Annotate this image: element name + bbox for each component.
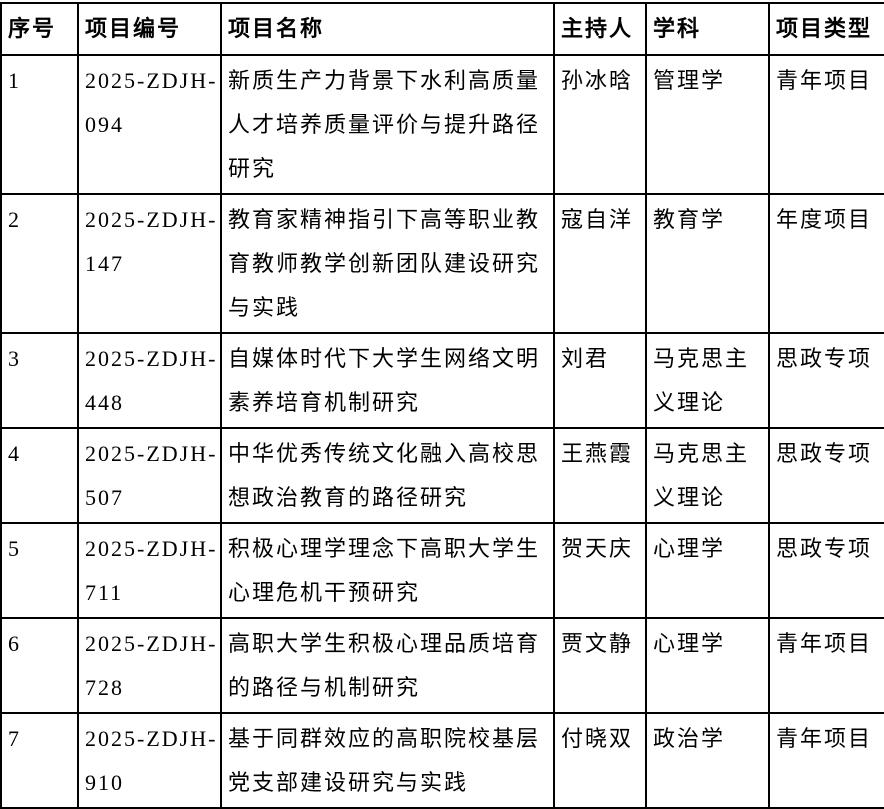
code-line: 2025-ZDJH- — [85, 207, 218, 232]
code-line: 711 — [85, 580, 124, 605]
table-row: 7 2025-ZDJH- 910 基于同群效应的高职院校基层党支部建设研究与实践 … — [0, 712, 884, 809]
cell-code: 2025-ZDJH- 711 — [77, 522, 222, 619]
code-line: 2025-ZDJH- — [85, 441, 218, 466]
column-header-type: 项目类型 — [768, 2, 884, 56]
cell-discipline: 心理学 — [645, 617, 770, 714]
cell-leader: 寇自洋 — [553, 193, 647, 334]
cell-title: 教育家精神指引下高等职业教育教师教学创新团队建设研究与实践 — [220, 193, 555, 334]
cell-code: 2025-ZDJH- 448 — [77, 332, 222, 429]
cell-leader: 贺天庆 — [553, 522, 647, 619]
code-line: 910 — [85, 770, 124, 795]
table-body: 1 2025-ZDJH- 094 新质生产力背景下水利高质量人才培养质量评价与提升… — [0, 54, 884, 809]
cell-type: 青年项目 — [768, 54, 884, 195]
cell-no: 6 — [0, 617, 79, 714]
cell-leader: 贾文静 — [553, 617, 647, 714]
column-header-code: 项目编号 — [77, 2, 222, 56]
cell-leader: 王燕霞 — [553, 427, 647, 524]
cell-no: 1 — [0, 54, 79, 195]
code-line: 448 — [85, 390, 124, 415]
cell-no: 3 — [0, 332, 79, 429]
cell-discipline: 心理学 — [645, 522, 770, 619]
code-line: 2025-ZDJH- — [85, 631, 218, 656]
column-header-leader: 主持人 — [553, 2, 647, 56]
code-line: 2025-ZDJH- — [85, 726, 218, 751]
code-line: 728 — [85, 675, 124, 700]
cell-no: 2 — [0, 193, 79, 334]
table-row: 3 2025-ZDJH- 448 自媒体时代下大学生网络文明素养培育机制研究 刘君… — [0, 332, 884, 429]
cell-title: 新质生产力背景下水利高质量人才培养质量评价与提升路径研究 — [220, 54, 555, 195]
table-row: 5 2025-ZDJH- 711 积极心理学理念下高职大学生心理危机干预研究 贺天… — [0, 522, 884, 619]
cell-code: 2025-ZDJH- 910 — [77, 712, 222, 809]
cell-title: 高职大学生积极心理品质培育的路径与机制研究 — [220, 617, 555, 714]
cell-code: 2025-ZDJH- 147 — [77, 193, 222, 334]
cell-no: 7 — [0, 712, 79, 809]
cell-code: 2025-ZDJH- 728 — [77, 617, 222, 714]
code-line: 094 — [85, 112, 124, 137]
cell-leader: 付晓双 — [553, 712, 647, 809]
cell-no: 4 — [0, 427, 79, 524]
cell-type: 青年项目 — [768, 712, 884, 809]
cell-title: 自媒体时代下大学生网络文明素养培育机制研究 — [220, 332, 555, 429]
code-line: 2025-ZDJH- — [85, 68, 218, 93]
cell-title: 中华优秀传统文化融入高校思想政治教育的路径研究 — [220, 427, 555, 524]
cell-type: 思政专项 — [768, 522, 884, 619]
code-line: 2025-ZDJH- — [85, 536, 218, 561]
cell-type: 青年项目 — [768, 617, 884, 714]
cell-title: 基于同群效应的高职院校基层党支部建设研究与实践 — [220, 712, 555, 809]
cell-discipline: 教育学 — [645, 193, 770, 334]
cell-code: 2025-ZDJH- 507 — [77, 427, 222, 524]
cell-type: 年度项目 — [768, 193, 884, 334]
column-header-discipline: 学科 — [645, 2, 770, 56]
cell-no: 5 — [0, 522, 79, 619]
cell-leader: 孙冰晗 — [553, 54, 647, 195]
column-header-no: 序号 — [0, 2, 79, 56]
table-row: 1 2025-ZDJH- 094 新质生产力背景下水利高质量人才培养质量评价与提升… — [0, 54, 884, 195]
header-row: 序号 项目编号 项目名称 主持人 学科 项目类型 — [0, 2, 884, 56]
code-line: 507 — [85, 485, 124, 510]
cell-leader: 刘君 — [553, 332, 647, 429]
code-line: 2025-ZDJH- — [85, 346, 218, 371]
table-row: 4 2025-ZDJH- 507 中华优秀传统文化融入高校思想政治教育的路径研究 … — [0, 427, 884, 524]
code-line: 147 — [85, 251, 124, 276]
table-row: 6 2025-ZDJH- 728 高职大学生积极心理品质培育的路径与机制研究 贾文… — [0, 617, 884, 714]
cell-type: 思政专项 — [768, 427, 884, 524]
cell-type: 思政专项 — [768, 332, 884, 429]
table-row: 2 2025-ZDJH- 147 教育家精神指引下高等职业教育教师教学创新团队建设… — [0, 193, 884, 334]
cell-discipline: 政治学 — [645, 712, 770, 809]
cell-code: 2025-ZDJH- 094 — [77, 54, 222, 195]
cell-discipline: 马克思主义理论 — [645, 332, 770, 429]
cell-discipline: 马克思主义理论 — [645, 427, 770, 524]
cell-discipline: 管理学 — [645, 54, 770, 195]
table-header: 序号 项目编号 项目名称 主持人 学科 项目类型 — [0, 2, 884, 56]
column-header-title: 项目名称 — [220, 2, 555, 56]
cell-title: 积极心理学理念下高职大学生心理危机干预研究 — [220, 522, 555, 619]
